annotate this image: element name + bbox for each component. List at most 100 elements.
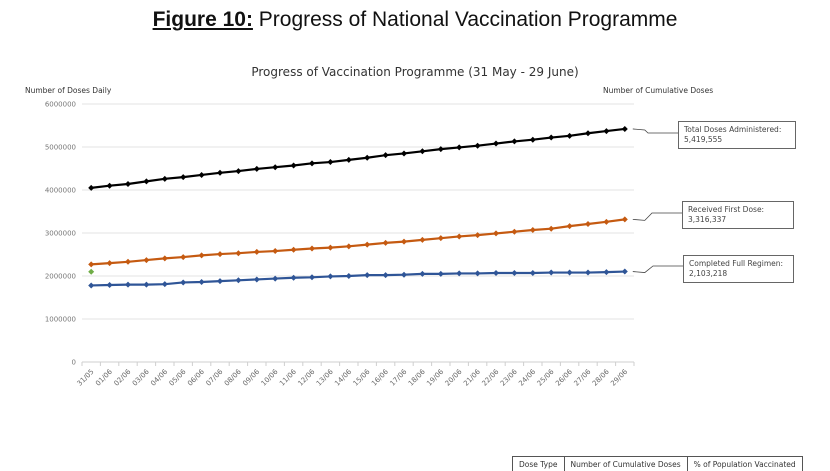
- series-line-completed-full-regimen: [91, 272, 625, 286]
- x-tick-label: 24/06: [517, 367, 537, 387]
- x-tick-label: 03/06: [131, 367, 151, 387]
- callout-leader-line: [633, 266, 683, 273]
- data-point-received-first-dose: [199, 252, 205, 258]
- data-point-received-first-dose: [567, 223, 573, 229]
- data-point-completed-full-regimen: [107, 282, 113, 288]
- data-point-received-first-dose: [254, 249, 260, 255]
- x-tick-label: 10/06: [260, 367, 280, 387]
- x-tick-label: 11/06: [278, 367, 298, 387]
- x-tick-label: 29/06: [609, 367, 629, 387]
- x-tick-label: 05/06: [168, 367, 188, 387]
- data-point-completed-full-regimen: [327, 273, 333, 279]
- x-tick-label: 26/06: [554, 367, 574, 387]
- data-point-other-single-point: [88, 269, 94, 275]
- data-point-received-first-dose: [401, 239, 407, 245]
- data-point-total-doses-administered: [327, 159, 333, 165]
- data-point-completed-full-regimen: [548, 270, 554, 276]
- x-tick-label: 28/06: [591, 367, 611, 387]
- data-point-total-doses-administered: [143, 178, 149, 184]
- x-tick-label: 22/06: [480, 367, 500, 387]
- x-tick-label: 17/06: [388, 367, 408, 387]
- data-point-total-doses-administered: [383, 152, 389, 158]
- table-header-dose-type: Dose Type: [513, 457, 565, 471]
- callout-value: 2,103,218: [689, 269, 788, 279]
- data-point-total-doses-administered: [585, 130, 591, 136]
- callout-leader-line: [633, 129, 678, 133]
- data-point-received-first-dose: [383, 240, 389, 246]
- data-point-completed-full-regimen: [235, 277, 241, 283]
- x-tick-label: 08/06: [223, 367, 243, 387]
- data-point-received-first-dose: [272, 248, 278, 254]
- data-point-received-first-dose: [511, 229, 517, 235]
- data-point-completed-full-regimen: [199, 279, 205, 285]
- table-header-row: Dose Type Number of Cumulative Doses % o…: [513, 457, 803, 471]
- data-point-completed-full-regimen: [162, 281, 168, 287]
- data-point-received-first-dose: [143, 257, 149, 263]
- data-point-received-first-dose: [548, 226, 554, 232]
- data-point-total-doses-administered: [622, 126, 628, 132]
- data-point-received-first-dose: [603, 219, 609, 225]
- data-point-total-doses-administered: [162, 176, 168, 182]
- data-point-total-doses-administered: [401, 150, 407, 156]
- x-tick-label: 16/06: [370, 367, 390, 387]
- data-point-total-doses-administered: [309, 160, 315, 166]
- data-point-completed-full-regimen: [603, 269, 609, 275]
- x-tick-label: 01/06: [94, 367, 114, 387]
- data-point-completed-full-regimen: [346, 273, 352, 279]
- data-point-completed-full-regimen: [254, 276, 260, 282]
- series-line-total-doses-administered: [91, 129, 625, 188]
- data-point-received-first-dose: [456, 233, 462, 239]
- callout-first-dose: Received First Dose: 3,316,337: [682, 201, 794, 229]
- data-point-received-first-dose: [438, 235, 444, 241]
- x-tick-label: 25/06: [536, 367, 556, 387]
- data-point-completed-full-regimen: [511, 270, 517, 276]
- data-point-total-doses-administered: [254, 166, 260, 172]
- data-point-completed-full-regimen: [585, 270, 591, 276]
- data-point-total-doses-administered: [456, 144, 462, 150]
- y-tick-label: 4000000: [45, 187, 76, 195]
- data-point-received-first-dose: [107, 260, 113, 266]
- data-point-total-doses-administered: [567, 133, 573, 139]
- x-tick-label: 07/06: [204, 367, 224, 387]
- data-point-completed-full-regimen: [622, 269, 628, 275]
- x-tick-label: 04/06: [149, 367, 169, 387]
- data-point-received-first-dose: [125, 259, 131, 265]
- data-point-received-first-dose: [217, 251, 223, 257]
- table-header-population-vaccinated: % of Population Vaccinated: [687, 457, 802, 471]
- callout-label: Received First Dose:: [688, 205, 788, 215]
- callout-label: Completed Full Regimen:: [689, 259, 788, 269]
- y-tick-label: 3000000: [45, 230, 76, 238]
- callout-value: 5,419,555: [684, 135, 790, 145]
- data-point-received-first-dose: [309, 245, 315, 251]
- data-point-received-first-dose: [180, 254, 186, 260]
- x-tick-label: 31/05: [76, 368, 96, 388]
- data-point-completed-full-regimen: [530, 270, 536, 276]
- x-tick-label: 15/06: [352, 367, 372, 387]
- data-point-total-doses-administered: [272, 164, 278, 170]
- data-point-completed-full-regimen: [383, 272, 389, 278]
- data-point-received-first-dose: [327, 245, 333, 251]
- y-tick-label: 5000000: [45, 144, 76, 152]
- x-tick-label: 13/06: [315, 367, 335, 387]
- callout-label: Total Doses Administered:: [684, 125, 790, 135]
- data-point-completed-full-regimen: [309, 274, 315, 280]
- data-point-received-first-dose: [346, 243, 352, 249]
- data-point-total-doses-administered: [511, 138, 517, 144]
- data-point-received-first-dose: [235, 250, 241, 256]
- callout-leader-line: [633, 213, 682, 220]
- data-point-received-first-dose: [585, 221, 591, 227]
- data-point-total-doses-administered: [419, 148, 425, 154]
- callout-value: 3,316,337: [688, 215, 788, 225]
- data-point-completed-full-regimen: [125, 282, 131, 288]
- data-point-total-doses-administered: [217, 170, 223, 176]
- data-point-received-first-dose: [419, 237, 425, 243]
- callout-full-regimen: Completed Full Regimen: 2,103,218: [683, 255, 794, 283]
- data-point-total-doses-administered: [346, 157, 352, 163]
- data-point-total-doses-administered: [475, 143, 481, 149]
- data-point-completed-full-regimen: [217, 278, 223, 284]
- data-point-total-doses-administered: [530, 137, 536, 143]
- data-point-total-doses-administered: [493, 141, 499, 147]
- data-point-received-first-dose: [291, 247, 297, 253]
- data-point-received-first-dose: [493, 230, 499, 236]
- data-point-received-first-dose: [364, 242, 370, 248]
